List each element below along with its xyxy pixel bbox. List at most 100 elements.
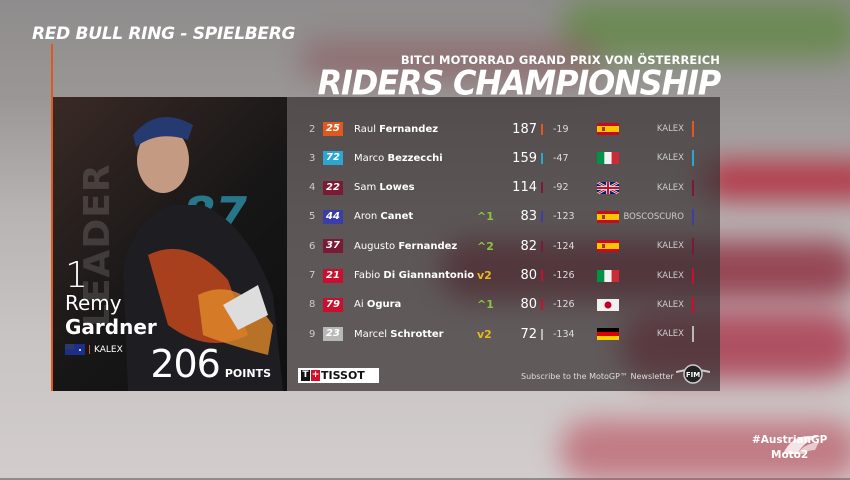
spain-flag-icon (597, 210, 619, 223)
italy-flag-icon (597, 269, 619, 282)
position-change: v2 (477, 269, 492, 282)
table-row[interactable]: 4 22 Sam Lowes 114 -92 KALEX (287, 177, 720, 199)
spain-flag-icon (597, 123, 619, 135)
points-gap: -19 (553, 123, 569, 135)
team-color-bar (541, 182, 543, 194)
points-gap: -124 (553, 240, 575, 252)
table-row[interactable]: 6 37 Augusto Fernandez ^2 82 -124 KALEX (287, 235, 720, 257)
divider (89, 345, 90, 354)
australia-flag-icon (65, 344, 85, 355)
team-color-bar (541, 328, 543, 340)
leader-team-info: KALEX (65, 344, 123, 355)
table-row[interactable]: 8 79 Ai Ogura ^1 80 -126 KALEX (287, 294, 720, 316)
rider-points: 80 (520, 297, 537, 313)
points-gap: -47 (553, 152, 569, 164)
fim-logo: FIM (676, 364, 710, 384)
team-color-bar (541, 123, 543, 135)
row-position: 3 (309, 152, 316, 164)
row-position: 2 (309, 123, 316, 135)
leader-first-name: Remy (65, 291, 122, 315)
points-label: POINTS (224, 367, 271, 380)
rider-points: 72 (520, 326, 537, 342)
table-row[interactable]: 5 44 Aron Canet ^1 83 -123 BOSCOSCURO (287, 206, 720, 228)
table-row[interactable]: 9 23 Marcel Schrotter v2 72 -134 KALEX (287, 323, 720, 345)
rider-first-name: Marcel (354, 328, 388, 340)
rider-name: Fabio Di Giannantonio (354, 270, 474, 281)
chevron-down-icon: v (477, 327, 485, 341)
chevron-up-icon: ^ (477, 239, 487, 253)
row-position: 6 (309, 240, 316, 252)
rider-last-name: Canet (380, 211, 414, 223)
rider-first-name: Ai (354, 299, 364, 311)
newsletter-link[interactable]: Subscribe to the MotoGP™ Newsletter (521, 372, 674, 381)
rider-number-badge: 79 (323, 297, 343, 312)
row-position: 5 (309, 211, 316, 223)
team-name: KALEX (656, 270, 684, 281)
rider-first-name: Augusto (354, 240, 396, 252)
svg-text:FIM: FIM (686, 371, 700, 379)
table-row[interactable]: 2 25 Raul Fernandez 187 -19 KALEX (287, 118, 720, 140)
table-row[interactable]: 7 21 Fabio Di Giannantonio v2 80 -126 KA… (287, 265, 720, 287)
team-name: BOSCOSCURO (623, 211, 684, 222)
rider-name: Sam Lowes (354, 182, 415, 193)
points-gap: -134 (553, 328, 575, 340)
team-color-bar (692, 208, 694, 225)
rider-number-badge: 21 (323, 268, 343, 283)
rider-number-badge: 23 (323, 327, 343, 342)
change-value: 2 (484, 269, 492, 282)
team-color-bar (541, 211, 543, 223)
position-change: v2 (477, 328, 492, 341)
chevron-down-icon: v (477, 269, 485, 282)
rider-points: 114 (512, 180, 537, 196)
sponsor-name: TISSOT (321, 369, 365, 382)
standings-table: 2 25 Raul Fernandez 187 -19 KALEX 3 72 M… (287, 97, 720, 391)
rider-points: 80 (520, 268, 537, 283)
rider-last-name: Fernandez (398, 240, 458, 252)
rider-points: 83 (520, 209, 537, 225)
team-color-bar (692, 296, 694, 313)
row-position: 8 (309, 299, 316, 311)
rider-first-name: Fabio (354, 270, 381, 281)
change-value: 1 (486, 210, 494, 224)
event-name: BITCI MOTORRAD GRAND PRIX VON ÖSTERREICH (400, 53, 720, 67)
rider-last-name: Ogura (366, 299, 402, 311)
team-color-bar (692, 326, 694, 343)
points-gap: -123 (553, 211, 575, 223)
rider-photo: 87 (123, 117, 283, 391)
rider-last-name: Bezzecchi (387, 152, 443, 164)
leader-points-value: 206 (150, 342, 221, 386)
rider-name: Raul Fernandez (354, 124, 438, 135)
points-gap: -126 (553, 270, 575, 281)
spain-flag-icon (597, 240, 619, 253)
change-value: 1 (486, 298, 494, 312)
rider-number-badge: 44 (323, 209, 343, 224)
rider-last-name: Fernandez (379, 123, 439, 135)
team-color-bar (692, 179, 694, 196)
rider-number-badge: 72 (323, 151, 343, 166)
row-position: 7 (309, 270, 316, 281)
rider-number-badge: 22 (323, 180, 343, 195)
rider-name: Marcel Schrotter (354, 329, 444, 340)
row-position: 9 (309, 328, 316, 340)
table-row[interactable]: 3 72 Marco Bezzecchi 159 -47 KALEX (287, 147, 720, 169)
rider-name: Marco Bezzecchi (354, 153, 443, 164)
team-name: KALEX (656, 153, 684, 164)
leader-points: 206 POINTS (150, 342, 271, 386)
team-color-bar (541, 299, 543, 311)
rider-name: Aron Canet (354, 211, 413, 222)
position-change: ^1 (477, 298, 494, 311)
japan-flag-icon (597, 298, 619, 311)
tissot-logo: T + TISSOT (298, 368, 379, 383)
team-name: KALEX (656, 241, 684, 252)
rider-last-name: Schrotter (390, 328, 444, 340)
rider-first-name: Aron (354, 211, 378, 223)
team-color-bar (692, 121, 694, 137)
team-name: KALEX (656, 299, 684, 310)
leader-position: 1 (65, 255, 88, 296)
position-change: ^1 (477, 210, 494, 223)
page-title: RIDERS CHAMPIONSHIP (317, 63, 722, 103)
rider-last-name: Di Giannantonio (383, 270, 475, 281)
team-name: KALEX (656, 124, 684, 134)
team-color-bar (541, 240, 543, 252)
rider-last-name: Lowes (379, 182, 415, 194)
